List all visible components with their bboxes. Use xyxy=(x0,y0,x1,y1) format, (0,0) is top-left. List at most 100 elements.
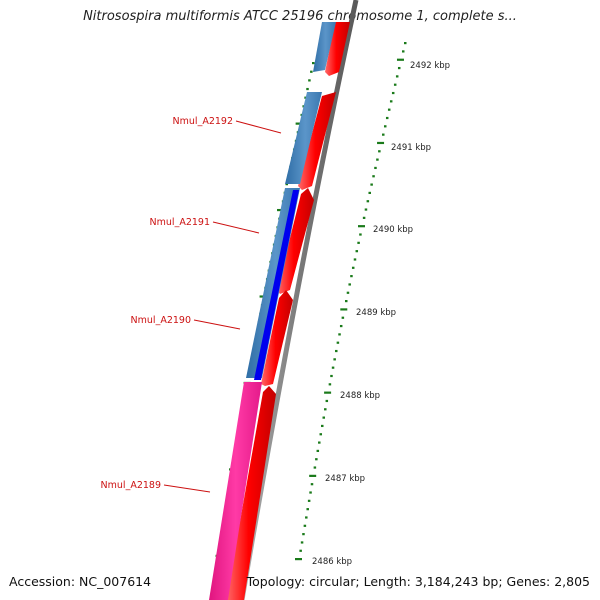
scale-minor-tick xyxy=(319,433,323,436)
scale-minor-tick xyxy=(304,96,307,99)
scale-minor-tick xyxy=(374,166,377,170)
scale-minor-tick xyxy=(305,516,308,519)
gene-label-nmul-a2190: Nmul_A2190 xyxy=(131,315,191,326)
scale-minor-tick xyxy=(401,50,405,53)
scale-major-tick xyxy=(295,558,302,561)
forward-cds-track xyxy=(226,22,350,600)
scale-minor-tick xyxy=(309,491,312,494)
scale-major-tick xyxy=(340,308,348,311)
scale-minor-tick xyxy=(391,91,395,95)
cds-forward-e xyxy=(226,386,276,600)
scale-minor-tick xyxy=(313,466,317,469)
tick-label-group: 2492 kbp 2491 kbp 2490 kbp 2489 kbp 2488… xyxy=(312,61,450,567)
tick-label-2491: 2491 kbp xyxy=(391,143,431,153)
scale-minor-tick xyxy=(393,83,397,86)
scale-minor-tick xyxy=(328,383,332,386)
scale-minor-tick xyxy=(351,266,355,269)
scale-major-tick xyxy=(295,122,303,125)
scale-major-tick xyxy=(309,474,317,477)
scale-minor-tick xyxy=(316,449,320,453)
scale-minor-tick xyxy=(312,62,315,65)
scale-minor-tick xyxy=(404,42,407,45)
scale-minor-tick xyxy=(310,483,314,486)
cds-forward-b xyxy=(298,92,336,190)
scale-minor-tick xyxy=(318,441,321,444)
cds-reverse-a xyxy=(313,22,336,72)
scale-minor-tick xyxy=(378,150,381,153)
tick-label-2487: 2487 kbp xyxy=(325,474,365,484)
scale-minor-tick xyxy=(321,424,324,428)
scale-minor-tick xyxy=(348,283,351,286)
scale-minor-tick xyxy=(382,133,385,136)
scale-minor-tick xyxy=(285,183,289,186)
backbone-line xyxy=(239,0,359,600)
tick-label-2492: 2492 kbp xyxy=(410,61,450,71)
genome-summary: Topology: circular; Length: 3,184,243 bp… xyxy=(246,574,590,589)
scale-minor-tick xyxy=(335,349,338,353)
cds-pink-gene xyxy=(209,382,262,600)
scale-minor-tick xyxy=(383,125,387,128)
scale-minor-tick xyxy=(324,408,327,411)
scale-major-tick xyxy=(396,58,404,61)
scale-minor-tick xyxy=(299,549,302,552)
scale-minor-tick xyxy=(322,416,326,419)
scale-minor-tick xyxy=(355,250,359,253)
cds-reverse-b xyxy=(285,92,322,184)
cds-forward-d xyxy=(261,290,293,386)
scale-minor-tick xyxy=(397,66,401,70)
gene-leader-line xyxy=(193,319,241,330)
scale-minor-tick xyxy=(300,541,304,544)
scale-minor-tick xyxy=(357,241,360,244)
scale-minor-tick xyxy=(333,358,336,361)
scale-minor-tick xyxy=(345,300,348,303)
gene-label-group: Nmul_A2192 Nmul_A2191 Nmul_A2190 Nmul_A2… xyxy=(101,116,282,493)
tick-label-2488: 2488 kbp xyxy=(340,391,380,401)
scale-minor-tick xyxy=(362,216,366,219)
scale-minor-tick xyxy=(306,87,309,91)
scale-minor-tick xyxy=(364,208,368,211)
gene-leader-line xyxy=(163,484,211,493)
scale-minor-tick xyxy=(372,175,375,178)
cds-forward-a xyxy=(325,22,350,76)
scale-minor-tick xyxy=(331,366,335,369)
reverse-cds-track xyxy=(209,22,336,600)
scale-minor-tick xyxy=(366,200,370,203)
gene-leader-line xyxy=(212,221,260,234)
scale-minor-tick xyxy=(370,183,373,186)
gene-leader-line xyxy=(235,120,282,134)
gene-label-nmul-a2189: Nmul_A2189 xyxy=(101,480,161,491)
scale-major-tick xyxy=(377,141,385,145)
scale-minor-tick xyxy=(330,374,333,378)
cds-blue-gene xyxy=(254,190,299,380)
scale-minor-tick xyxy=(389,100,393,103)
scale-minor-tick xyxy=(368,191,371,195)
scale-minor-tick xyxy=(307,499,311,502)
scale-minor-tick xyxy=(385,116,389,120)
scale-minor-tick xyxy=(339,324,343,328)
scale-minor-tick xyxy=(315,458,318,461)
scale-major-tick xyxy=(358,225,366,228)
gene-label-nmul-a2192: Nmul_A2192 xyxy=(173,116,233,127)
tick-label-2490: 2490 kbp xyxy=(373,225,413,235)
scale-minor-tick xyxy=(336,341,340,344)
accession-label: Accession: NC_007614 xyxy=(9,574,152,589)
scale-minor-tick xyxy=(303,524,307,527)
scale-minor-tick xyxy=(346,291,350,294)
scale-minor-tick xyxy=(353,258,357,261)
scale-major-tick xyxy=(324,391,332,394)
scale-minor-tick xyxy=(325,399,329,403)
tick-label-2489: 2489 kbp xyxy=(356,308,396,318)
cds-forward-c xyxy=(277,188,314,294)
gene-label-nmul-a2191: Nmul_A2191 xyxy=(150,217,210,228)
scale-minor-tick xyxy=(302,533,305,536)
scale-minor-tick xyxy=(310,70,313,73)
scale-minor-tick xyxy=(376,158,379,161)
scale-minor-tick xyxy=(341,316,345,319)
map-title: Nitrosospira multiformis ATCC 25196 chro… xyxy=(83,9,517,24)
scale-minor-tick xyxy=(359,233,362,236)
scale-minor-tick xyxy=(338,333,341,336)
scale-minor-tick xyxy=(387,108,391,111)
scale-minor-tick xyxy=(308,79,311,82)
